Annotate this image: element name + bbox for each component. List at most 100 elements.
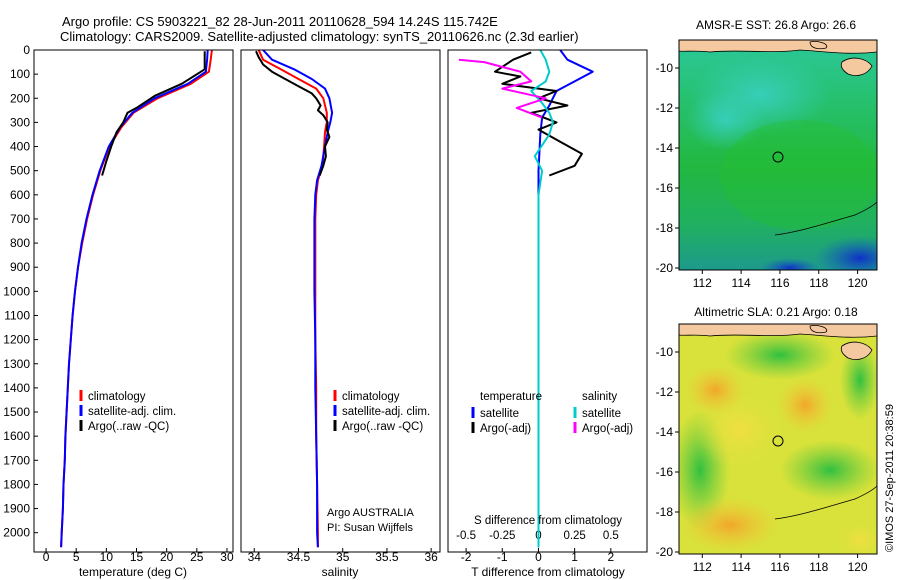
difference-legend-group-label: salinity [582, 391, 617, 403]
difference-series-line-0 [537, 50, 594, 548]
sla-map-lat-tick-label: -16 [656, 465, 674, 479]
sst-map-lon-tick-label: 120 [848, 276, 868, 290]
salinity-annotation-1: Argo AUSTRALIA [327, 507, 414, 519]
temperature-yaxis-labels: 0 100 200 300 400 500 600 700 800 900 1000 1100 1200… [3, 43, 38, 540]
salinity-xtick-label: 36 [424, 550, 438, 564]
depth-tick-label: 1000 [3, 284, 30, 298]
salinity-legend: climatology satellite-adj. clim. Argo(..ra… [333, 390, 430, 433]
sst-map-title: AMSR-E SST: 26.8 Argo: 26.6 [696, 18, 856, 32]
salinity-legend-label: Argo(..raw -QC) [342, 421, 423, 433]
salinity-legend-label: climatology [342, 391, 400, 403]
sst-map-field [679, 40, 877, 270]
temperature-xtick-label: 10 [100, 550, 114, 564]
header-line-1: Argo profile: CS 5903221_82 28-Jun-2011 … [62, 14, 498, 29]
sla-map-xaxis-labels: 112 114 116 118 120 [693, 554, 868, 574]
salinity-annotation-2: PI: Susan Wijffels [327, 522, 413, 534]
temperature-xtick-label: 25 [190, 550, 204, 564]
sst-map-lon-tick-label: 116 [770, 276, 789, 290]
sla-map-lon-tick-label: 120 [848, 560, 868, 574]
sla-map-lon-tick-label: 114 [732, 560, 751, 574]
sla-map-frame [678, 323, 878, 555]
depth-tick-label: 0 [23, 43, 30, 57]
temperature-legend-label: Argo(..raw -QC) [88, 421, 169, 433]
sla-map-lon-tick-label: 118 [809, 560, 828, 574]
temperature-series-line-2 [101, 51, 206, 176]
temperature-legend-label: satellite-adj. clim. [88, 406, 176, 418]
difference-series-line-1 [494, 51, 583, 177]
difference-legend-label: Argo(-adj) [582, 423, 633, 435]
sla-map-lat-tick-label: -14 [656, 425, 674, 439]
temperature-series [60, 50, 213, 548]
sla-map-lat-tick-label: -20 [656, 545, 674, 559]
salinity-xtick-label: 34 [248, 550, 262, 564]
sla-map-lat-tick-label: -10 [656, 345, 674, 359]
salinity-xlabel: salinity [322, 565, 359, 579]
temperature-xtick-label: 0 [43, 550, 50, 564]
difference-panel: -2 -1 0 1 2 -0.5 -0.25 0 0.25 0.5 temperature sal… [447, 49, 648, 579]
sla-map-lat-tick-label: -18 [656, 505, 674, 519]
sla-map-lon-tick-label: 116 [770, 560, 789, 574]
sst-map-lat-tick-label: -10 [656, 61, 674, 75]
sst-map-yaxis-labels: -10 -12 -14 -16 -18 -20 [656, 61, 679, 275]
difference-xtick-label: 0 [535, 550, 542, 564]
depth-tick-label: 300 [10, 115, 30, 129]
sla-map-yaxis-labels: -10 -12 -14 -16 -18 -20 [656, 345, 679, 559]
depth-tick-label: 1300 [3, 357, 30, 371]
depth-tick-label: 100 [10, 67, 30, 81]
difference-s-tick-label: -0.5 [456, 530, 476, 542]
sst-map-lon-tick-label: 118 [809, 276, 828, 290]
salinity-series-line-1 [262, 50, 334, 548]
difference-legend-label: Argo(-adj) [480, 423, 531, 435]
depth-tick-label: 600 [10, 188, 30, 202]
sla-argo-marker [772, 435, 784, 447]
temperature-xtick-label: 15 [130, 550, 144, 564]
sst-map-lat-tick-label: -12 [656, 101, 674, 115]
difference-series [458, 50, 594, 548]
difference-xtick-label: 2 [607, 550, 614, 564]
depth-tick-label: 1900 [3, 502, 30, 516]
depth-tick-label: 1800 [3, 477, 30, 491]
difference-s-xlabel: S difference from climatology [474, 515, 622, 527]
sla-map-field [679, 324, 877, 554]
depth-tick-label: 2000 [3, 526, 30, 540]
depth-tick-label: 500 [10, 164, 30, 178]
depth-tick-label: 1600 [3, 429, 30, 443]
depth-tick-label: 1500 [3, 405, 30, 419]
depth-tick-label: 1100 [4, 308, 30, 322]
difference-xtick-label: -2 [461, 550, 472, 564]
depth-tick-label: 1400 [3, 381, 30, 395]
difference-xaxis-labels: -2 -1 0 1 2 [461, 548, 614, 564]
temperature-series-line-1 [60, 50, 209, 548]
sla-map-lon-tick-label: 112 [693, 560, 712, 574]
difference-legend-label: satellite [480, 408, 519, 420]
difference-s-tick-label: 0.5 [603, 530, 619, 542]
temperature-xtick-label: 5 [73, 550, 80, 564]
difference-s-tick-label: -0.25 [489, 530, 515, 542]
depth-tick-label: 800 [10, 236, 30, 250]
depth-tick-label: 400 [10, 140, 30, 154]
sst-map-lon-tick-label: 112 [693, 276, 712, 290]
sst-map-lat-tick-label: -18 [656, 221, 674, 235]
difference-legend: temperature salinity satellite Argo(-adj) sa… [471, 391, 633, 435]
depth-tick-label: 900 [10, 260, 30, 274]
temperature-xtick-label: 20 [160, 550, 174, 564]
header-line-2: Climatology: CARS2009. Satellite-adjuste… [60, 29, 579, 44]
difference-s-axis-labels: -0.5 -0.25 0 0.25 0.5 [456, 530, 619, 542]
sst-map-lat-tick-label: -16 [656, 181, 674, 195]
salinity-xtick-label: 35.5 [375, 550, 399, 564]
difference-s-tick-label: 0.25 [563, 530, 585, 542]
credit-text: ©IMOS 27-Sep-2011 20:38:59 [884, 404, 896, 552]
temperature-xtick-label: 30 [220, 550, 234, 564]
salinity-plot-frame [240, 49, 441, 553]
difference-t-xlabel: T difference from climatology [471, 565, 625, 579]
depth-tick-label: 1700 [3, 453, 30, 467]
temperature-panel: 0100200300400500600700800900100011001200… [3, 43, 234, 579]
difference-xtick-label: 1 [571, 550, 578, 564]
difference-legend-group-label: temperature [480, 391, 542, 403]
sst-map-xaxis-labels: 112 114 116 118 120 [693, 270, 868, 290]
depth-tick-label: 700 [10, 212, 30, 226]
sla-map-panel: Altimetric SLA: 0.21 Argo: 0.18 -10-12-1… [656, 305, 878, 574]
sst-map-lat-tick-label: -20 [656, 261, 674, 275]
difference-legend-label: satellite [582, 408, 621, 420]
